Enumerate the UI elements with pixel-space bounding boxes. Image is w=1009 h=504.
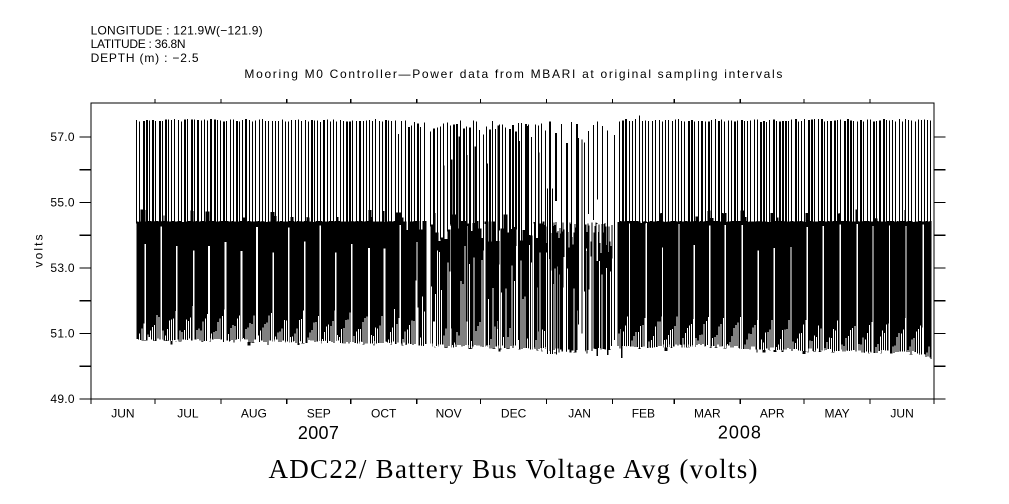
svg-text:49.0: 49.0 <box>50 392 74 406</box>
svg-text:LATITUDE : 36.8N: LATITUDE : 36.8N <box>91 37 186 51</box>
svg-text:Mooring M0 Controller—Power da: Mooring M0 Controller—Power data from MB… <box>244 67 782 81</box>
svg-text:55.0: 55.0 <box>50 196 74 210</box>
svg-text:OCT: OCT <box>371 407 397 421</box>
svg-text:SEP: SEP <box>307 407 331 421</box>
svg-text:DEC: DEC <box>501 407 527 421</box>
svg-text:ADC22/ Battery Bus Voltage Avg: ADC22/ Battery Bus Voltage Avg (volts) <box>269 454 758 484</box>
svg-text:JUN: JUN <box>111 407 134 421</box>
svg-text:2008: 2008 <box>718 423 761 443</box>
svg-text:JUN: JUN <box>890 407 913 421</box>
svg-text:2007: 2007 <box>298 423 339 443</box>
svg-text:FEB: FEB <box>632 407 655 421</box>
svg-text:JAN: JAN <box>568 407 591 421</box>
svg-text:APR: APR <box>760 407 785 421</box>
svg-text:JUL: JUL <box>177 407 199 421</box>
svg-text:MAR: MAR <box>694 407 721 421</box>
svg-text:AUG: AUG <box>241 407 267 421</box>
svg-text:MAY: MAY <box>825 407 850 421</box>
svg-text:53.0: 53.0 <box>50 261 74 275</box>
svg-text:LONGITUDE : 121.9W(−121.9): LONGITUDE : 121.9W(−121.9) <box>91 23 263 37</box>
svg-text:DEPTH (m) : −2.5: DEPTH (m) : −2.5 <box>91 51 199 65</box>
svg-text:volts: volts <box>32 235 46 268</box>
svg-text:NOV: NOV <box>436 407 462 421</box>
svg-text:51.0: 51.0 <box>50 327 74 341</box>
svg-text:57.0: 57.0 <box>50 130 74 144</box>
